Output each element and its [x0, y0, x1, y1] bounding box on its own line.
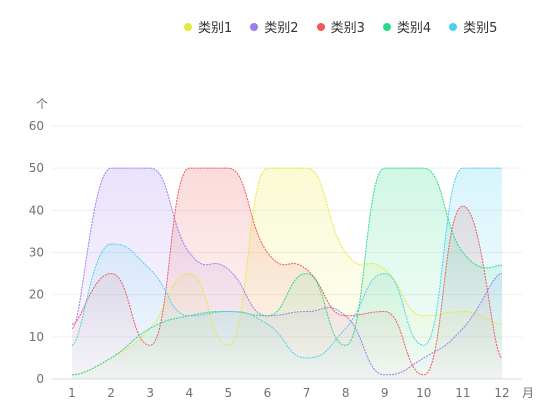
legend-marker-series-5 — [449, 22, 458, 31]
y-tick-label: 60 — [29, 119, 44, 133]
series-area-5 — [72, 168, 502, 379]
x-tick-label: 5 — [225, 386, 233, 400]
x-tick-label: 10 — [416, 386, 431, 400]
legend-item-series-1[interactable]: 类别1 — [184, 17, 232, 36]
legend-marker-series-2 — [250, 22, 259, 31]
legend-label-series-3: 类别3 — [330, 21, 365, 36]
x-tick-label: 12 — [494, 386, 509, 400]
legend-item-series-5[interactable]: 类别5 — [449, 17, 497, 36]
y-tick-label: 50 — [29, 161, 44, 175]
legend-label-series-4: 类别4 — [396, 21, 432, 36]
x-tick-label: 1 — [68, 386, 76, 400]
y-tick-label: 30 — [29, 246, 44, 260]
chart-legend: 类别1 类别2 类别3 类别4 类别5 — [184, 17, 515, 36]
x-tick-label: 9 — [381, 386, 389, 400]
series-areas — [72, 168, 502, 379]
x-tick-label: 8 — [342, 386, 350, 400]
y-tick-label: 40 — [29, 203, 44, 217]
x-tick-label: 3 — [146, 386, 154, 400]
y-tick-label: 0 — [36, 372, 44, 386]
legend-marker-series-4 — [382, 22, 391, 31]
x-tick-label: 11 — [455, 386, 470, 400]
series-line-5[interactable] — [71, 167, 502, 359]
series-line-1[interactable] — [71, 167, 503, 376]
legend-item-series-4[interactable]: 类别4 — [382, 17, 432, 36]
x-tick-label: 6 — [264, 386, 272, 400]
legend-item-series-2[interactable]: 类别2 — [250, 17, 299, 36]
legend-label-series-2: 类别2 — [264, 21, 299, 36]
legend-marker-series-3 — [316, 22, 325, 31]
x-tick-label: 2 — [107, 386, 115, 400]
y-axis-unit: 个 — [36, 97, 48, 111]
series-line-4[interactable] — [71, 167, 503, 376]
series-line-3[interactable] — [71, 167, 503, 376]
x-tick-label: 7 — [303, 386, 311, 400]
x-axis-unit: 月 — [522, 386, 534, 400]
series-line-2[interactable] — [71, 167, 503, 376]
legend-label-series-1: 类别1 — [198, 21, 233, 36]
legend-label-series-5: 类别5 — [463, 21, 498, 36]
legend-marker-series-1 — [184, 22, 192, 31]
x-tick-label: 4 — [185, 386, 193, 400]
y-tick-label: 10 — [29, 330, 44, 344]
y-tick-label: 20 — [29, 288, 44, 302]
legend-item-series-3[interactable]: 类别3 — [316, 17, 365, 36]
series-lines — [71, 167, 503, 376]
